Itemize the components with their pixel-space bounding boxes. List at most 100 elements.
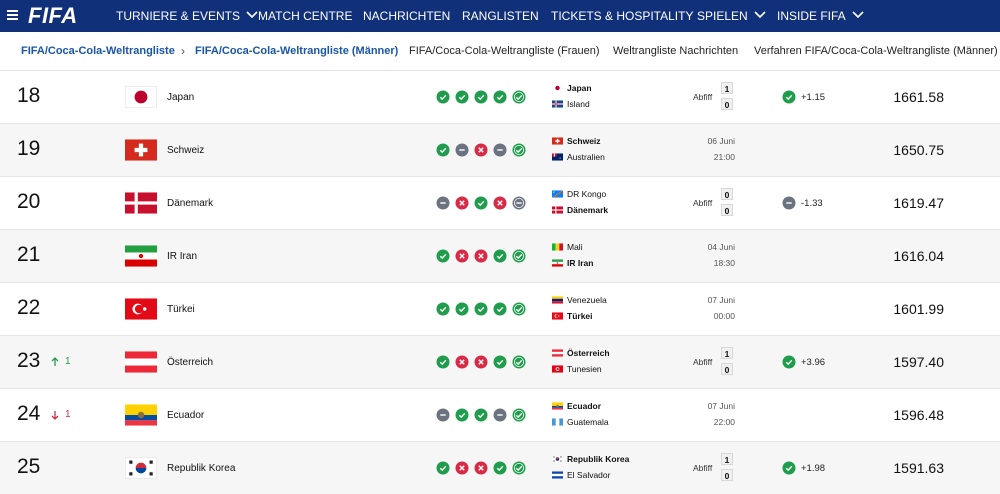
form-result	[455, 408, 469, 422]
tab-link[interactable]: FIFA/Coca-Cola-Weltrangliste (Frauen)	[409, 45, 600, 57]
breadcrumb-link[interactable]: FIFA/Coca-Cola-Weltrangliste	[21, 45, 175, 57]
match-team: Österreich	[567, 348, 610, 358]
team-flag	[125, 192, 157, 214]
match-date: 04 Juni	[707, 242, 735, 252]
team-flag	[125, 245, 157, 267]
match-team: Venezuela	[567, 295, 607, 305]
team-name[interactable]: IR Iran	[167, 251, 198, 262]
score: 1	[721, 453, 733, 465]
menu-bar	[7, 10, 18, 12]
ranking-row[interactable]: 24 1 Ecuador Ecuador Guatemala 07 Juni 22:00 15…	[0, 389, 1000, 442]
match-team-flag	[552, 402, 563, 410]
form-result	[436, 196, 450, 210]
ranking-row[interactable]: 21 IR Iran Mali IR Iran 04 Juni 18:30 1616.04	[0, 230, 1000, 283]
form-result	[512, 408, 526, 422]
match-team-flag	[552, 365, 563, 373]
nav-link[interactable]: TICKETS & HOSPITALITY	[551, 9, 694, 23]
form-result	[512, 355, 526, 369]
match-team-flag	[552, 312, 563, 320]
menu-bar	[7, 18, 18, 20]
score: 0	[721, 188, 733, 200]
match-status: Abfiff	[693, 463, 713, 473]
form-result	[436, 249, 450, 263]
match-team-flag	[552, 190, 563, 198]
form-result	[474, 408, 488, 422]
team-flag	[125, 404, 157, 426]
match-time: 21:00	[713, 152, 735, 162]
form-result	[474, 143, 488, 157]
team-flag	[125, 86, 157, 108]
form-result	[512, 196, 526, 210]
total-points: 1616.04	[893, 248, 944, 264]
ranking-row[interactable]: 18 Japan Japan Island Abfiff 1 0 +1.15 1661.58	[0, 71, 1000, 124]
menu-bar	[7, 14, 18, 16]
ranking-row[interactable]: 22 Türkei Venezuela Türkei 07 Juni 00:00 1601.…	[0, 283, 1000, 336]
team-flag	[125, 457, 157, 479]
match-team-flag	[552, 137, 563, 145]
nav-link[interactable]: NACHRICHTEN	[363, 9, 451, 23]
tab-link[interactable]: Weltrangliste Nachrichten	[613, 45, 739, 57]
tab-link[interactable]: Verfahren FIFA/Coca-Cola-Weltrangliste (…	[754, 45, 998, 57]
points-change: -1.33	[801, 198, 823, 209]
breadcrumb-separator: ›	[181, 44, 185, 58]
match-team-flag	[552, 471, 563, 479]
team-flag	[125, 139, 157, 161]
form-result	[493, 302, 507, 316]
match-team: Republik Korea	[567, 454, 630, 464]
ranking-row[interactable]: 19 Schweiz Schweiz Australien 06 Juni 21:00 16…	[0, 124, 1000, 177]
form-result	[455, 355, 469, 369]
match-time: 00:00	[713, 311, 735, 321]
match-team: Japan	[567, 83, 592, 93]
form-result	[455, 302, 469, 316]
form-result	[512, 143, 526, 157]
total-points: 1650.75	[893, 142, 944, 158]
nav-link[interactable]: RANGLISTEN	[462, 9, 539, 23]
match-team-flag	[552, 296, 563, 304]
breadcrumb-current[interactable]: FIFA/Coca-Cola-Weltrangliste (Männer)	[195, 45, 399, 57]
team-flag	[125, 351, 157, 373]
nav-link[interactable]: MATCH CENTRE	[258, 9, 353, 23]
nav-link[interactable]: TURNIERE & EVENTS	[116, 9, 258, 23]
form-result	[455, 249, 469, 263]
team-name[interactable]: Ecuador	[167, 410, 205, 421]
form-result	[493, 355, 507, 369]
match-team: IR Iran	[567, 258, 594, 268]
rank: 25	[17, 455, 41, 478]
team-name[interactable]: Dänemark	[167, 198, 214, 209]
match-team-flag	[552, 243, 563, 251]
change-icon	[782, 90, 796, 104]
points-change: +3.96	[801, 357, 826, 368]
logo[interactable]: FIFA	[28, 3, 78, 28]
points-change: +1.98	[801, 463, 826, 474]
rank: 20	[17, 190, 41, 213]
nav-link[interactable]: INSIDE FIFA	[777, 9, 864, 23]
form-result	[474, 302, 488, 316]
nav-link[interactable]: SPIELEN	[697, 9, 766, 23]
movement-arrow	[51, 357, 59, 366]
form-result	[512, 302, 526, 316]
ranking-row[interactable]: 23 1 Österreich Österreich Tunesien Abfiff 1 0 +…	[0, 336, 1000, 389]
team-name[interactable]: Österreich	[167, 357, 214, 368]
total-points: 1596.48	[893, 407, 944, 423]
match-team: DR Kongo	[567, 189, 607, 199]
team-name[interactable]: Schweiz	[167, 145, 205, 156]
team-name[interactable]: Republik Korea	[167, 463, 236, 474]
match-team-flag	[552, 259, 563, 267]
menu-button[interactable]	[7, 7, 19, 25]
team-name[interactable]: Japan	[167, 92, 195, 103]
form-result	[512, 90, 526, 104]
form-result	[493, 408, 507, 422]
ranking-row[interactable]: 20 Dänemark DR Kongo Dänemark Abfiff 0 0 -1.33 1…	[0, 177, 1000, 230]
match-team-flag	[552, 84, 563, 92]
movement-value: 1	[65, 356, 71, 367]
top-navigation: FIFA TURNIERE & EVENTS MATCH CENTRE NACHRIC…	[0, 0, 1000, 32]
match-team-flag	[552, 418, 563, 426]
total-points: 1601.99	[893, 301, 944, 317]
match-date: 06 Juni	[707, 136, 735, 146]
ranking-row[interactable]: 25 Republik Korea Republik Korea El Salvado…	[0, 442, 1000, 494]
team-name[interactable]: Türkei	[167, 304, 195, 315]
match-team-flag	[552, 100, 563, 108]
match-time: 22:00	[713, 417, 735, 427]
rank: 19	[17, 137, 41, 160]
